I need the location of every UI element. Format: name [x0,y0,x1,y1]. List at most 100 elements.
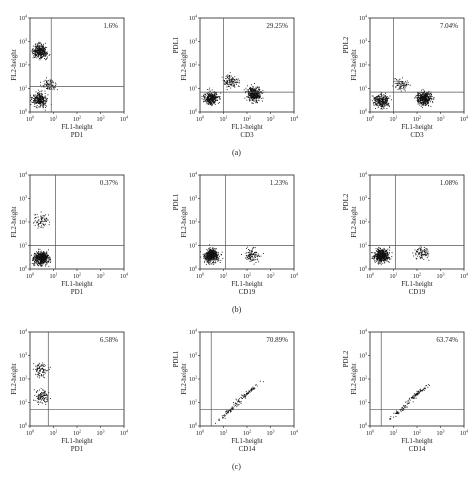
data-point [45,259,47,261]
data-point [416,390,418,392]
data-point [411,397,413,399]
data-point [247,256,249,258]
data-point [386,252,388,253]
data-point [43,258,45,260]
data-point [250,95,252,97]
data-point [42,96,44,98]
y-axis-marker: PDL1 [172,193,180,210]
data-point [47,98,48,99]
data-point [47,219,49,221]
data-point [398,81,400,83]
data-point [423,98,425,100]
data-point [388,97,390,99]
data-point [380,255,381,257]
data-point [253,253,254,255]
data-point [204,254,205,256]
data-point [425,99,427,101]
data-point [423,92,425,94]
data-point [42,253,43,255]
data-point [407,400,409,401]
data-point [426,98,428,100]
data-point [34,261,36,263]
data-point [35,217,37,219]
data-point [258,89,260,91]
data-point [425,95,427,97]
data-point [401,85,403,87]
data-point [244,394,246,396]
data-point [43,80,45,82]
data-point [35,259,37,261]
data-point [39,398,41,399]
data-point [405,401,407,403]
data-point [200,251,201,253]
data-point [42,106,44,108]
data-point [39,368,40,369]
data-point [205,253,206,255]
data-point [41,220,43,222]
data-point [38,257,40,259]
data-point [36,100,38,102]
data-point [428,99,430,101]
data-point [228,78,229,80]
data-point [387,100,389,102]
data-point [222,417,223,419]
data-point [216,94,217,95]
data-point [414,97,416,99]
data-point [46,105,47,107]
data-point [202,253,204,255]
data-point [37,222,39,223]
data-point [382,259,384,261]
data-point [212,259,213,260]
data-point [43,85,45,87]
data-point [420,249,422,251]
data-point [38,248,39,250]
data-point [253,100,255,102]
data-point [374,99,376,101]
data-point [36,391,37,393]
data-point [49,257,51,258]
data-point [258,86,260,88]
data-point [405,84,407,86]
data-point [248,97,249,98]
data-point [245,397,246,399]
data-point [378,102,380,104]
data-point [419,247,421,249]
data-point [40,104,42,106]
data-point [400,85,402,87]
data-point [388,103,389,105]
data-point [45,107,46,108]
data-point [212,104,213,106]
data-point [227,411,229,413]
data-point [213,96,215,98]
data-point [431,98,433,100]
data-point [216,254,218,255]
data-point [210,99,212,101]
data-point [36,44,38,46]
data-point [42,399,44,401]
data-point [417,92,419,94]
data-point [208,259,209,261]
data-point [427,92,428,94]
data-point [46,255,48,257]
data-point [256,92,257,94]
data-point [404,407,406,408]
data-point [236,406,238,408]
data-point [216,99,218,101]
data-point [248,256,250,257]
data-point [252,99,254,101]
data-point [381,254,382,256]
data-point [254,83,255,84]
data-point [423,254,425,256]
data-point [35,54,37,56]
data-point [39,43,40,45]
data-point [55,85,56,87]
data-point [423,250,425,252]
data-point [40,257,42,259]
data-point [379,96,381,98]
data-point [429,95,431,97]
data-point [380,250,382,251]
data-point [45,256,46,258]
data-point [38,50,40,52]
data-point [48,265,50,267]
data-point [41,100,43,102]
